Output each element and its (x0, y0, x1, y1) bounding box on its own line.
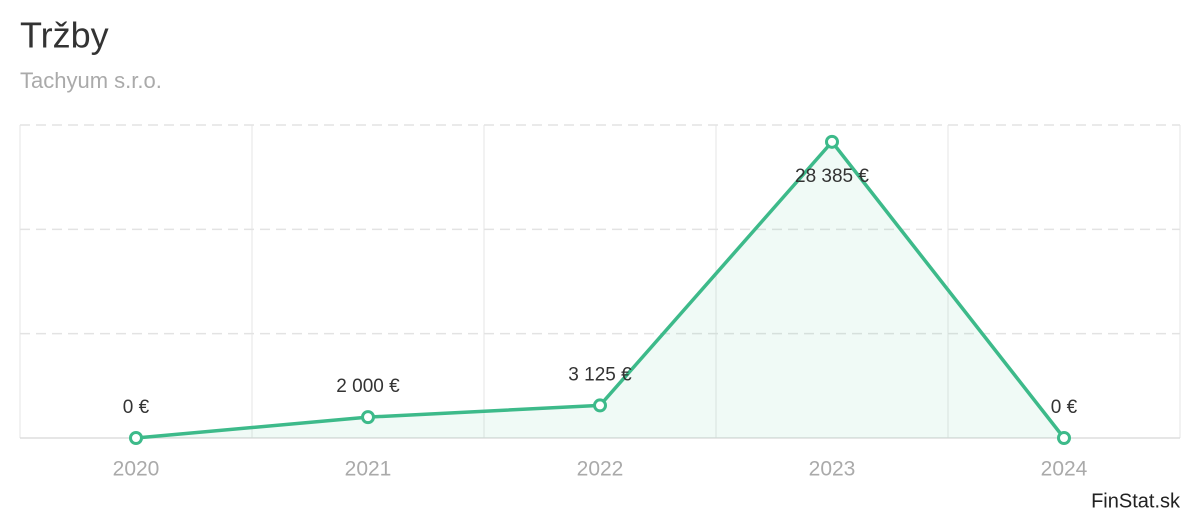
x-tick-label: 2023 (809, 458, 856, 481)
point (593, 398, 607, 413)
chart-title: Tržby (20, 15, 109, 56)
value-label: 2 000 € (336, 376, 400, 397)
value-label: 0 € (123, 397, 150, 418)
point (825, 134, 839, 149)
credit[interactable]: FinStat.sk (1091, 490, 1181, 512)
chart-subtitle: Tachyum s.r.o. (20, 68, 162, 93)
value-label: 3 125 € (568, 364, 632, 385)
point (1057, 431, 1071, 445)
x-tick-label: 2022 (577, 458, 624, 481)
area (136, 141, 1064, 438)
value-label: 28 385 € (795, 166, 869, 187)
x-tick-label: 2024 (1041, 458, 1088, 481)
x-tick-label: 2021 (345, 458, 392, 481)
value-label: 0 € (1051, 397, 1078, 418)
x-tick-label: 2020 (113, 458, 160, 481)
point (361, 410, 375, 425)
point (129, 431, 143, 445)
